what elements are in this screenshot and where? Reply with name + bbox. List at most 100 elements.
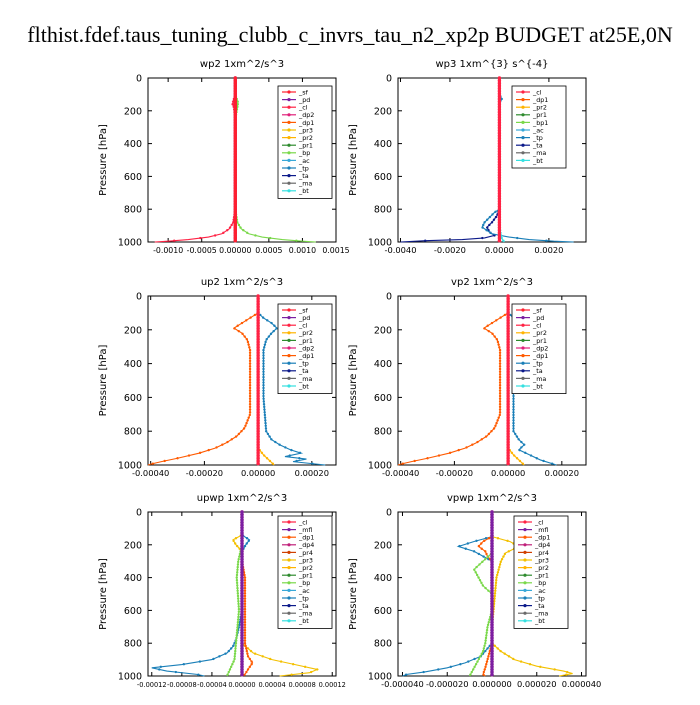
legend-entry: _pr1 (298, 142, 313, 150)
series-point-cl (256, 405, 260, 409)
legend-marker (523, 535, 527, 539)
series-point-bp (487, 621, 490, 624)
series-point-tp (482, 223, 485, 227)
series-point-pr3 (498, 563, 502, 566)
series-point-mfl (490, 604, 494, 609)
series-point-bp (237, 600, 240, 603)
series-point-dp1 (243, 621, 247, 624)
series-point-dp1 (246, 340, 250, 344)
series-point-cl (256, 437, 260, 442)
series-point-cl (506, 421, 510, 425)
legend-entry: _dp1 (532, 96, 548, 104)
legend-marker (521, 113, 525, 117)
series-point-dp1 (248, 375, 252, 379)
series-point-sf (233, 231, 237, 235)
series-point-pr3 (269, 657, 272, 661)
y-axis-label: Pressure [hPa] (348, 345, 359, 417)
series-point-cl (506, 378, 510, 382)
series-point-pr3 (512, 657, 515, 661)
series-point-bp (226, 673, 229, 676)
series-point-pr3 (507, 550, 510, 553)
legend-marker (523, 520, 527, 524)
series-point-cl (497, 144, 502, 148)
series-point-sf (233, 210, 237, 214)
series-point-pr3 (553, 668, 556, 671)
legend-entry: _bt (298, 187, 309, 195)
series-point-mfl (490, 665, 494, 669)
series-point-bp (236, 568, 239, 571)
series-point-mfl (240, 625, 244, 630)
series-point-dp1 (243, 618, 247, 621)
series-point-sf (233, 110, 237, 114)
series-point-cl (497, 191, 502, 196)
series-point-mfl (240, 586, 244, 590)
series-point-mfl (240, 652, 244, 656)
series-point-dp1 (244, 424, 247, 427)
legend-marker (523, 566, 527, 570)
series-point-bp (480, 652, 483, 655)
series-point-tp (500, 97, 503, 101)
series-point-cl (497, 186, 502, 190)
series-point-dp1 (240, 430, 243, 433)
series-point-tp (514, 432, 517, 436)
series-point-cl (497, 110, 502, 114)
legend-marker (521, 316, 525, 320)
series-point-dp1 (151, 462, 155, 465)
x-tick-label: -0.0040 (384, 245, 416, 255)
series-point-tp (489, 231, 492, 235)
series-point-dp1 (498, 384, 502, 387)
legend-entry: _ma (298, 610, 312, 618)
series-point-mfl (490, 570, 494, 575)
series-point-sf (233, 149, 237, 154)
y-tick-label: 1000 (368, 672, 392, 683)
series-point-pr3 (495, 573, 499, 577)
series-point-cl (256, 388, 260, 393)
series-point-cl (222, 231, 225, 235)
chart-title: vp2 1xm^2/s^3 (451, 277, 533, 288)
legend-marker (287, 158, 291, 162)
series-point-mfl (490, 610, 494, 614)
series-point-dp1 (497, 343, 500, 346)
series-point-cl (497, 118, 502, 122)
series-point-bp (485, 634, 488, 637)
legend-entry: _tp (534, 594, 545, 602)
series-point-cl (497, 220, 502, 225)
y-axis-label: Pressure [hPa] (98, 345, 109, 417)
series-point-cl (506, 364, 510, 368)
series-point-dp1 (498, 362, 502, 365)
chart-panel-6: vpwp 1xm^2/s^3 Pressure [hPa] 0 200 400 600 80… (348, 493, 601, 689)
series-point-cl (506, 429, 510, 433)
series-point-bp (233, 657, 236, 661)
series-point-bp (237, 615, 240, 619)
series-point-sf (233, 207, 237, 211)
series-point-pr3 (261, 655, 264, 658)
chart-panel-5: upwp 1xm^2/s^3 Pressure [hPa] 0 200 400 600 80… (98, 493, 346, 689)
series-point-dp1 (245, 647, 248, 650)
series-point-pr3 (290, 673, 293, 676)
series-point-sf (233, 131, 237, 135)
series-point-bp (235, 639, 238, 642)
legend-entry: _pr3 (298, 556, 313, 564)
series-point-tp (262, 362, 265, 365)
series-point-dp1 (498, 373, 502, 376)
legend-box (277, 85, 333, 199)
x-tick-label: 0.0015 (322, 246, 349, 255)
legend-entry: _ac (532, 126, 544, 134)
series-point-cl (497, 231, 502, 235)
series-point-dp1 (248, 348, 252, 352)
series-point-cl (256, 434, 260, 439)
series-point-cl (506, 451, 510, 455)
series-point-dp1 (486, 657, 489, 661)
series-point-dp1 (482, 670, 486, 674)
series-point-tp (535, 457, 538, 460)
y-tick-label: 800 (124, 427, 142, 438)
legend-entry: _pr1 (298, 337, 313, 345)
series-point-dp1 (498, 348, 502, 352)
series-point-cl (506, 440, 510, 444)
series-point-bp (237, 602, 240, 606)
series-point-tp (269, 332, 273, 336)
series-point-pr3 (503, 652, 506, 655)
series-point-dp1 (248, 367, 252, 371)
series-point-tp (484, 649, 487, 653)
series-point-cl (226, 228, 229, 232)
